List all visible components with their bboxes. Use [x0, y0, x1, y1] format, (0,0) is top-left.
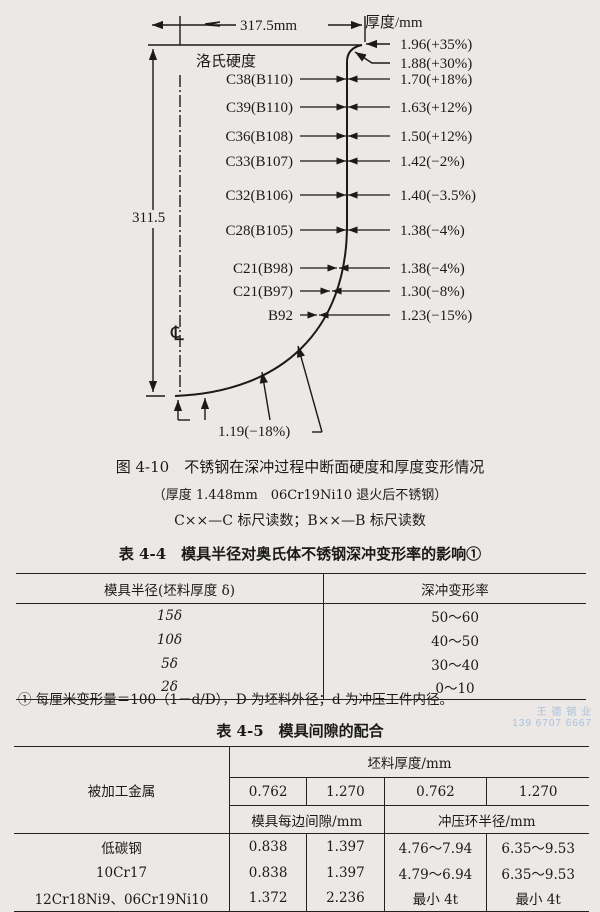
thickness-value: 1.270: [306, 777, 385, 806]
table-row: 低碳钢 0.838 1.397 4.76～7.94 6.35～9.53: [14, 833, 589, 860]
value-cell: 1.397: [306, 833, 385, 860]
hardness-reading: C33(B107): [226, 154, 294, 170]
table-row: 10δ 40～50: [16, 627, 586, 652]
value-cell: 4.79～6.94: [384, 859, 488, 886]
figure-legend: C××—C 标尺读数；B××—B 标尺读数: [174, 513, 426, 529]
metal-cell: 12Cr18Ni9、06Cr19Ni10: [14, 885, 230, 912]
table-4-5: 被加工金属 坯料厚度/mm 0.762 1.270 0.762 1.270 模具…: [14, 746, 589, 912]
thickness-reading: 1.63(+12%): [400, 100, 472, 116]
thickness-reading: 1.30(−8%): [400, 284, 465, 300]
value-cell: 6.35～9.53: [501, 840, 575, 857]
hardness-reading: C21(B97): [233, 284, 293, 300]
value-cell: 最小 4t: [384, 885, 488, 912]
table-row: 12Cr18Ni9、06Cr19Ni10 1.372 2.236 最小 4t 最小 4t: [14, 885, 589, 912]
header-radius: 模具半径(坯料厚度 δ): [16, 573, 324, 604]
table-row: 2δ 0～10: [16, 675, 586, 700]
header-rate: 深冲变形率: [421, 582, 489, 599]
thickness-reading: 1.50(+12%): [400, 129, 472, 145]
header-blank-thickness: 坯料厚度/mm: [229, 746, 589, 778]
table-4-4-title: 表 4-4 模具半径对奥氏体不锈钢深冲变形率的影响①: [118, 545, 482, 563]
value-cell: 0.838: [229, 859, 308, 886]
thickness-reading: 1.23(−15%): [400, 308, 472, 324]
rate-cell: 30～40: [431, 657, 479, 674]
thickness-reading: 1.88(+30%): [400, 56, 472, 72]
part-profile: [174, 44, 363, 397]
hardness-reading: C39(B110): [226, 100, 293, 116]
thickness-value: 0.762: [384, 777, 488, 806]
rate-cell: 50～60: [431, 609, 479, 626]
thickness-header: 厚度/mm: [365, 14, 423, 31]
hardness-reading: B92: [268, 308, 293, 324]
hardness-reading: C21(B98): [233, 261, 293, 277]
hardness-reading: C32(B106): [226, 188, 294, 204]
metal-cell: 低碳钢: [14, 833, 230, 860]
table-row: 15δ 50～60: [16, 603, 586, 628]
centerline-symbol: ℄: [170, 323, 184, 345]
header-ring-radius: 冲压环半径/mm: [437, 813, 536, 830]
value-cell: 1.397: [306, 859, 385, 886]
thickness-reading: 1.38(−4%): [400, 261, 465, 277]
table-4-4: 模具半径(坯料厚度 δ) 深冲变形率 15δ 50～60 10δ 40～50 5δ 30～…: [16, 573, 586, 700]
watermark: 王 德 钢 业 139 6707 6667: [512, 707, 592, 729]
header-metal: 被加工金属: [14, 746, 230, 834]
radius-cell: 5δ: [16, 651, 324, 676]
rate-cell: 0～10: [435, 681, 475, 698]
metal-cell: 10Cr17: [14, 859, 230, 886]
rate-cell: 40～50: [431, 633, 479, 650]
hardness-header: 洛氏硬度: [196, 53, 256, 70]
figure-caption: 图 4-10 不锈钢在深冲过程中断面硬度和厚度变形情况: [115, 458, 485, 476]
hardness-reading: C38(B110): [226, 72, 293, 88]
value-cell: 最小 4t: [515, 892, 561, 909]
value-cell: 2.236: [306, 885, 385, 912]
height-dimension: 311.5: [132, 210, 165, 226]
width-dimension: 317.5mm: [240, 18, 297, 34]
radius-cell: 10δ: [16, 627, 324, 652]
thickness-value: 0.762: [229, 777, 308, 806]
thickness-reading: 1.70(+18%): [400, 72, 472, 88]
value-cell: 4.76～7.94: [384, 833, 488, 860]
hardness-reading: C36(B108): [226, 129, 294, 145]
value-cell: 6.35～9.53: [501, 866, 575, 883]
thickness-reading: 1.42(−2%): [400, 154, 465, 170]
table-4-4-footnote: ① 每厘米变形量＝100（1－d/D），D 为坯料外径；d 为冲压工件内径。: [18, 692, 453, 708]
bottom-thickness: 1.19(−18%): [218, 424, 290, 440]
hardness-reading: C28(B105): [226, 223, 294, 239]
radius-cell: 2δ: [16, 675, 324, 700]
header-gap: 模具每边间隙/mm: [229, 805, 385, 834]
table-row: 10Cr17 0.838 1.397 4.79～6.94 6.35～9.53: [14, 859, 589, 886]
table-row: 5δ 30～40: [16, 651, 586, 676]
thickness-reading: 1.96(+35%): [400, 37, 472, 53]
thickness-value: 1.270: [518, 783, 558, 800]
value-cell: 0.838: [229, 833, 308, 860]
value-cell: 1.372: [229, 885, 308, 912]
thickness-reading: 1.38(−4%): [400, 223, 465, 239]
figure-subcaption: （厚度 1.448mm 06Cr19Ni10 退火后不锈钢）: [152, 488, 448, 503]
figure-4-10-diagram: 1.96(+35%) 1.88(+30%)1.70(+18%) C38(B110) 1…: [132, 14, 476, 440]
table-4-5-title: 表 4-5 模具间隙的配合: [216, 722, 384, 740]
radius-cell: 15δ: [16, 603, 324, 628]
thickness-reading: 1.40(−3.5%): [400, 188, 476, 204]
